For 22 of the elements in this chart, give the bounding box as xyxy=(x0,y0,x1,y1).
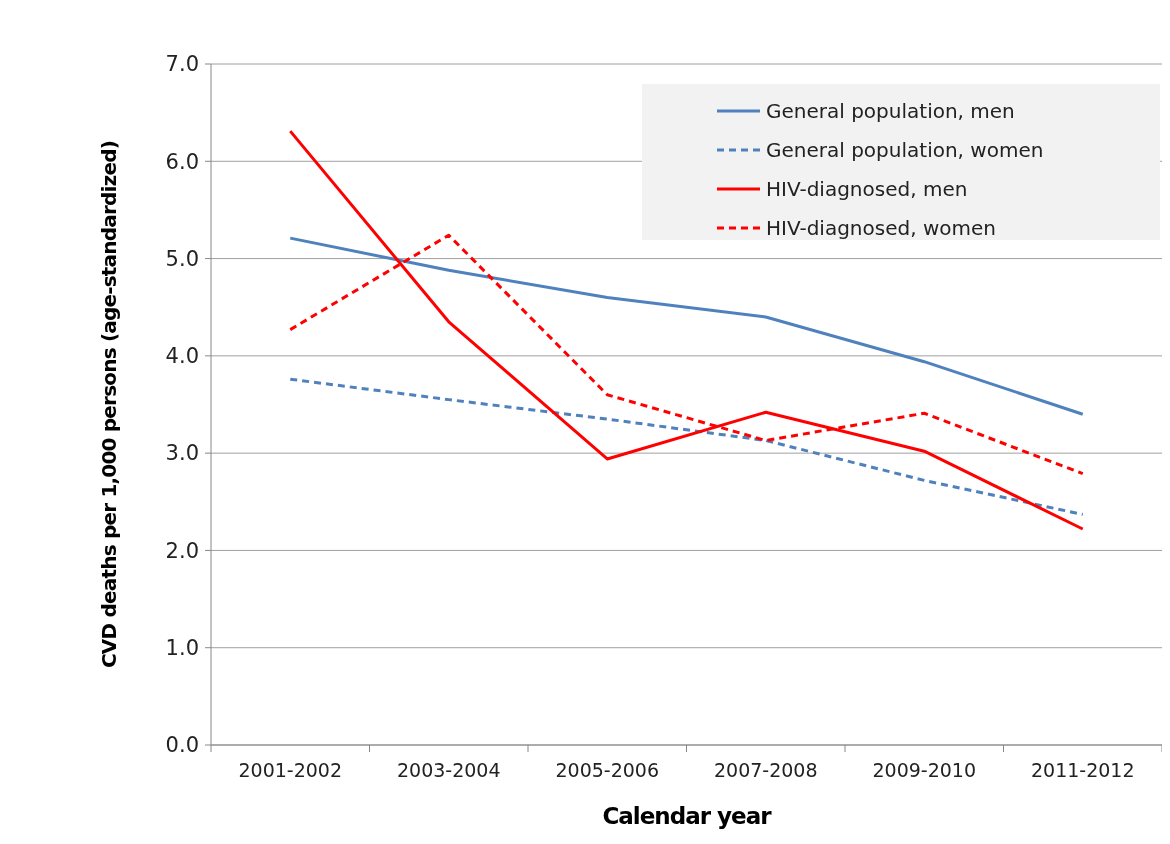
y-tick-label: 2.0 xyxy=(165,538,199,563)
y-tick-label: 3.0 xyxy=(165,441,199,466)
y-tick-label: 4.0 xyxy=(165,344,199,369)
legend-label: General population, women xyxy=(766,138,1044,162)
x-tick-label: 2011-2012 xyxy=(1030,759,1135,781)
x-tick-label: 2001-2002 xyxy=(238,759,343,781)
y-tick-label: 5.0 xyxy=(165,246,199,271)
legend-label: General population, men xyxy=(766,99,1015,123)
x-axis-title: Calendar year xyxy=(602,803,773,829)
x-tick-label: 2005-2006 xyxy=(555,759,660,781)
legend-label: HIV-diagnosed, women xyxy=(766,216,996,240)
y-tick-label: 6.0 xyxy=(165,149,199,174)
line-series xyxy=(288,377,1085,516)
y-axis-title: CVD deaths per 1,000 persons (age-standardized) xyxy=(97,140,121,669)
y-tick-label: 1.0 xyxy=(165,636,199,661)
y-tick-label: 0.0 xyxy=(165,733,199,758)
x-tick-label: 2003-2004 xyxy=(396,759,501,781)
line-series xyxy=(288,129,1085,531)
y-tick-label: 7.0 xyxy=(165,52,199,77)
x-tick-label: 2009-2010 xyxy=(872,759,977,781)
x-tick-label: 2007-2008 xyxy=(713,759,818,781)
legend-label: HIV-diagnosed, men xyxy=(766,177,968,201)
